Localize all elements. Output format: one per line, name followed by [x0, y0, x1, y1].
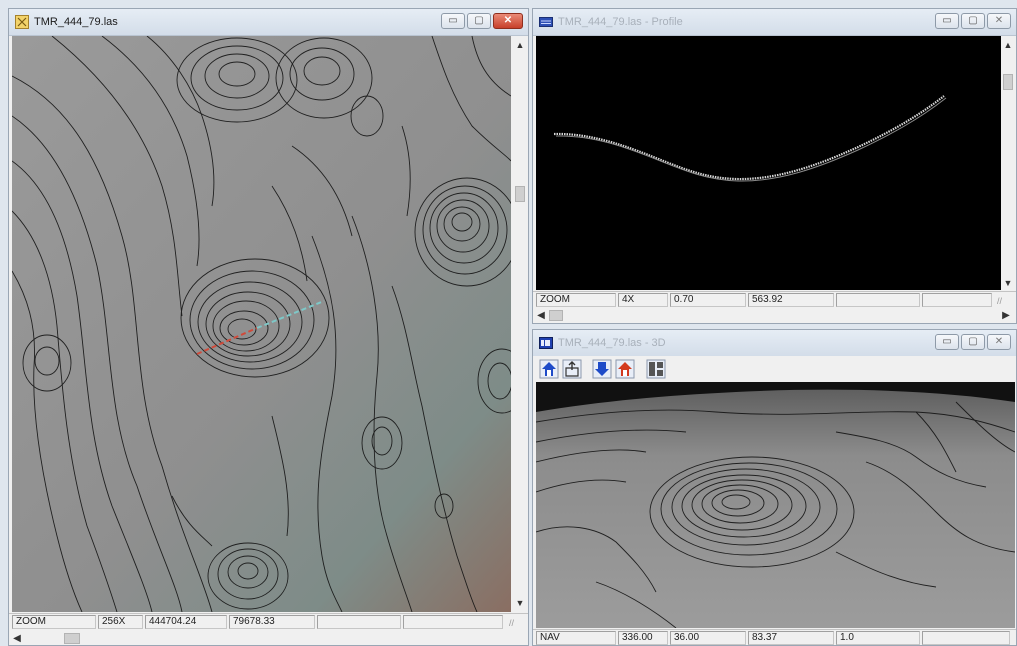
- view3d-close-button[interactable]: ✕: [987, 334, 1011, 350]
- view3d-canvas[interactable]: [535, 382, 1016, 629]
- close-icon: ✕: [994, 336, 1004, 347]
- view3d-status-field-6: [922, 631, 1010, 645]
- map-status-field-5: [317, 615, 401, 629]
- view3d-maximize-button[interactable]: ▢: [961, 334, 985, 350]
- map-minimize-button[interactable]: ▭: [441, 13, 465, 29]
- maximize-icon: ▢: [968, 15, 978, 26]
- map-close-button[interactable]: ✕: [493, 13, 523, 29]
- profile-plot: [553, 95, 947, 182]
- map-status-mode: ZOOM: [12, 615, 96, 629]
- map-vertical-scrollbar[interactable]: ▲ ▼: [513, 36, 527, 612]
- profile-status-x: 0.70: [670, 293, 746, 307]
- export-icon[interactable]: [562, 359, 582, 379]
- map-window-icon: [15, 15, 29, 29]
- profile-vertical-scroll-thumb[interactable]: [1003, 74, 1013, 90]
- map-vertical-scroll-thumb[interactable]: [515, 186, 525, 202]
- minimize-icon: ▭: [942, 336, 952, 347]
- down-arrow-icon[interactable]: [592, 359, 612, 379]
- map-status-field-6: [403, 615, 503, 629]
- view3d-status-distance: 83.37: [748, 631, 834, 645]
- map-scroll-left-icon[interactable]: ◀: [13, 633, 21, 644]
- profile-maximize-button[interactable]: ▢: [961, 13, 985, 29]
- layout-icon[interactable]: [646, 359, 666, 379]
- map-resize-grip-icon[interactable]: //: [509, 618, 515, 628]
- view3d-status-heading: 336.00: [618, 631, 668, 645]
- home-view-icon[interactable]: [539, 359, 559, 379]
- map-status-y: 79678.33: [229, 615, 315, 629]
- profile-status-mode: ZOOM: [536, 293, 616, 307]
- profile-vertical-scrollbar[interactable]: ▲ ▼: [1001, 36, 1015, 292]
- contour-map[interactable]: [11, 35, 527, 613]
- terrain-background: [12, 36, 511, 612]
- map-status-x: 444704.24: [145, 615, 227, 629]
- map-horizontal-scroll-thumb[interactable]: [64, 633, 80, 644]
- map-window-titlebar[interactable]: TMR_444_79.las ▭ ▢ ✕: [9, 9, 528, 36]
- maximize-icon: ▢: [968, 336, 978, 347]
- terrain-3d-render[interactable]: [535, 382, 1016, 629]
- profile-window[interactable]: TMR_444_79.las - Profile ▭ ▢ ✕ ▲ ▼ ZOOM …: [532, 8, 1017, 324]
- profile-line[interactable]: [196, 300, 325, 355]
- up-home-icon[interactable]: [615, 359, 635, 379]
- profile-resize-grip-icon[interactable]: //: [997, 296, 1003, 306]
- view3d-window-titlebar[interactable]: TMR_444_79.las - 3D ▭ ▢ ✕: [533, 330, 1016, 357]
- view3d-toolbar: [533, 356, 1016, 382]
- maximize-icon: ▢: [474, 15, 484, 26]
- profile-window-icon: [539, 17, 553, 27]
- profile-window-title: TMR_444_79.las - Profile: [558, 16, 683, 28]
- profile-scroll-down-icon[interactable]: ▼: [1003, 278, 1013, 288]
- profile-scroll-right-icon[interactable]: ▶: [1002, 310, 1010, 321]
- close-icon: ✕: [503, 15, 513, 26]
- map-window[interactable]: TMR_444_79.las ▭ ▢ ✕: [8, 8, 529, 646]
- profile-scroll-up-icon[interactable]: ▲: [1003, 40, 1013, 50]
- map-canvas[interactable]: [11, 35, 527, 613]
- minimize-icon: ▭: [942, 15, 952, 26]
- profile-window-titlebar[interactable]: TMR_444_79.las - Profile ▭ ▢ ✕: [533, 9, 1016, 36]
- contour-lines: [11, 35, 527, 613]
- view3d-minimize-button[interactable]: ▭: [935, 334, 959, 350]
- profile-status-field-6: [922, 293, 992, 307]
- map-maximize-button[interactable]: ▢: [467, 13, 491, 29]
- profile-horizontal-scrollbar[interactable]: ◀ ▶: [533, 308, 1016, 323]
- profile-horizontal-scroll-thumb[interactable]: [549, 310, 563, 321]
- profile-status-bar: ZOOM 4X 0.70 563.92 //: [533, 291, 1016, 309]
- profile-scroll-left-icon[interactable]: ◀: [537, 310, 545, 321]
- view3d-window-title: TMR_444_79.las - 3D: [558, 337, 666, 349]
- close-icon: ✕: [994, 15, 1004, 26]
- map-status-zoom: 256X: [98, 615, 143, 629]
- view3d-status-mode: NAV: [536, 631, 616, 645]
- map-scroll-up-icon[interactable]: ▲: [515, 40, 525, 50]
- view3d-window[interactable]: TMR_444_79.las - 3D ▭ ▢ ✕: [532, 329, 1017, 646]
- minimize-icon: ▭: [448, 15, 458, 26]
- map-status-bar: ZOOM 256X 444704.24 79678.33 //: [9, 613, 528, 631]
- profile-status-y: 563.92: [748, 293, 834, 307]
- map-scroll-down-icon[interactable]: ▼: [515, 598, 525, 608]
- view3d-status-bar: NAV 336.00 36.00 83.37 1.0: [533, 629, 1016, 645]
- 3d-window-icon: [539, 337, 553, 349]
- map-horizontal-scrollbar[interactable]: ◀: [9, 631, 528, 645]
- profile-close-button[interactable]: ✕: [987, 13, 1011, 29]
- profile-minimize-button[interactable]: ▭: [935, 13, 959, 29]
- profile-canvas[interactable]: [536, 36, 1002, 290]
- view3d-status-scale: 1.0: [836, 631, 920, 645]
- map-window-title: TMR_444_79.las: [34, 16, 118, 28]
- profile-status-field-5: [836, 293, 920, 307]
- profile-status-zoom: 4X: [618, 293, 668, 307]
- view3d-status-pitch: 36.00: [670, 631, 746, 645]
